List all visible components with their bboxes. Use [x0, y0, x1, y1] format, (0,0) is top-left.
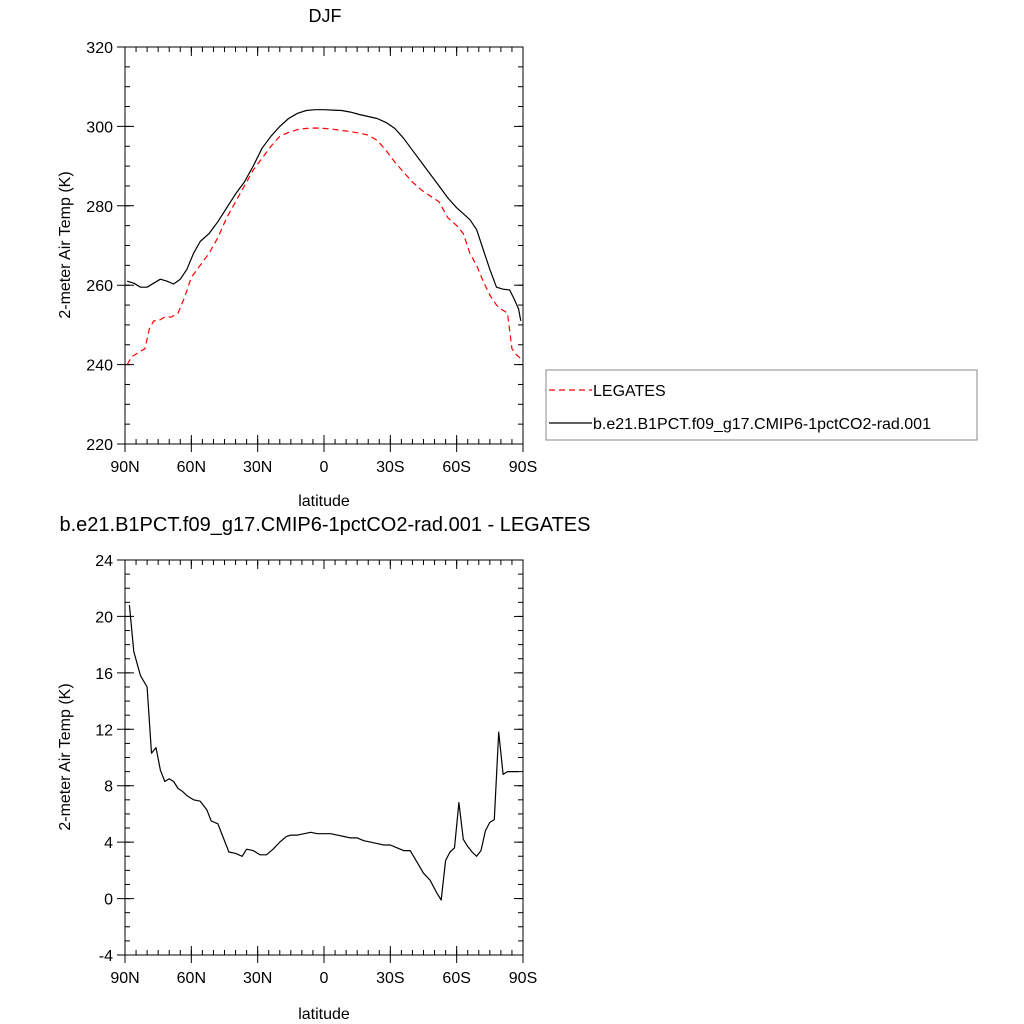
- y-tick-label: 220: [86, 437, 113, 454]
- y-tick-label: -4: [99, 948, 113, 965]
- legend: LEGATES b.e21.B1PCT.f09_g17.CMIP6-1pctCO…: [545, 369, 978, 441]
- bottom-x-ticks: [124, 560, 524, 963]
- x-tick-label: 30S: [376, 970, 404, 987]
- x-tick-label: 90S: [509, 970, 537, 987]
- top-x-tick-labels: 90N 60N 30N 0 30S 60S 90S: [110, 459, 537, 476]
- x-tick-label: 90N: [110, 970, 139, 987]
- y-tick-label: 12: [95, 722, 113, 739]
- x-tick-label: 90N: [110, 459, 139, 476]
- legend-box: [545, 369, 978, 441]
- x-tick-label: 30S: [376, 459, 404, 476]
- top-y-ticks: [117, 46, 523, 445]
- x-tick-label: 90S: [509, 459, 537, 476]
- series-line-difference: [128, 605, 519, 901]
- x-tick-label: 60N: [177, 459, 206, 476]
- top-x-axis-label: latitude: [298, 493, 350, 510]
- bottom-y-ticks: [117, 559, 523, 956]
- bottom-panel: b.e21.B1PCT.f09_g17.CMIP6-1pctCO2-rad.00…: [57, 514, 591, 1023]
- legend-label-model: b.e21.B1PCT.f09_g17.CMIP6-1pctCO2-rad.00…: [593, 416, 931, 433]
- bottom-chart-title: b.e21.B1PCT.f09_g17.CMIP6-1pctCO2-rad.00…: [59, 514, 590, 536]
- y-tick-label: 8: [104, 779, 113, 796]
- x-tick-label: 30N: [243, 459, 272, 476]
- x-tick-label: 60N: [177, 970, 206, 987]
- top-y-tick-labels: 220 240 260 280 300 320: [86, 40, 113, 454]
- top-y-axis-label: 2-meter Air Temp (K): [57, 171, 74, 318]
- bottom-x-axis-label: latitude: [298, 1006, 350, 1023]
- x-tick-label: 60S: [442, 970, 470, 987]
- bottom-plot-frame: [124, 559, 524, 956]
- y-tick-label: 260: [86, 278, 113, 295]
- top-series-group: [126, 109, 522, 365]
- legend-label-legates: LEGATES: [593, 383, 666, 400]
- x-tick-label: 60S: [442, 459, 470, 476]
- y-tick-label: 16: [95, 666, 113, 683]
- top-x-ticks: [124, 47, 524, 452]
- y-tick-label: 24: [95, 553, 113, 570]
- y-tick-label: 320: [86, 40, 113, 57]
- top-plot-frame: [124, 46, 524, 445]
- bottom-x-tick-labels: 90N 60N 30N 0 30S 60S 90S: [110, 970, 537, 987]
- x-tick-label: 0: [320, 459, 329, 476]
- y-tick-label: 280: [86, 199, 113, 216]
- bottom-y-tick-labels: -4 0 4 8 12 16 20 24: [95, 553, 113, 965]
- y-tick-label: 0: [104, 892, 113, 909]
- series-line-legates: [126, 127, 522, 365]
- y-tick-label: 20: [95, 609, 113, 626]
- x-tick-label: 30N: [243, 970, 272, 987]
- y-tick-label: 300: [86, 119, 113, 136]
- x-tick-label: 0: [320, 970, 329, 987]
- bottom-y-axis-label: 2-meter Air Temp (K): [57, 683, 74, 830]
- y-tick-label: 4: [104, 835, 113, 852]
- y-tick-label: 240: [86, 358, 113, 375]
- series-line-b-e21-b1pct-f09-g17-cmip6-1pctco2-rad-001: [127, 109, 522, 322]
- bottom-series-group: [128, 605, 519, 901]
- top-chart-title: DJF: [309, 6, 342, 26]
